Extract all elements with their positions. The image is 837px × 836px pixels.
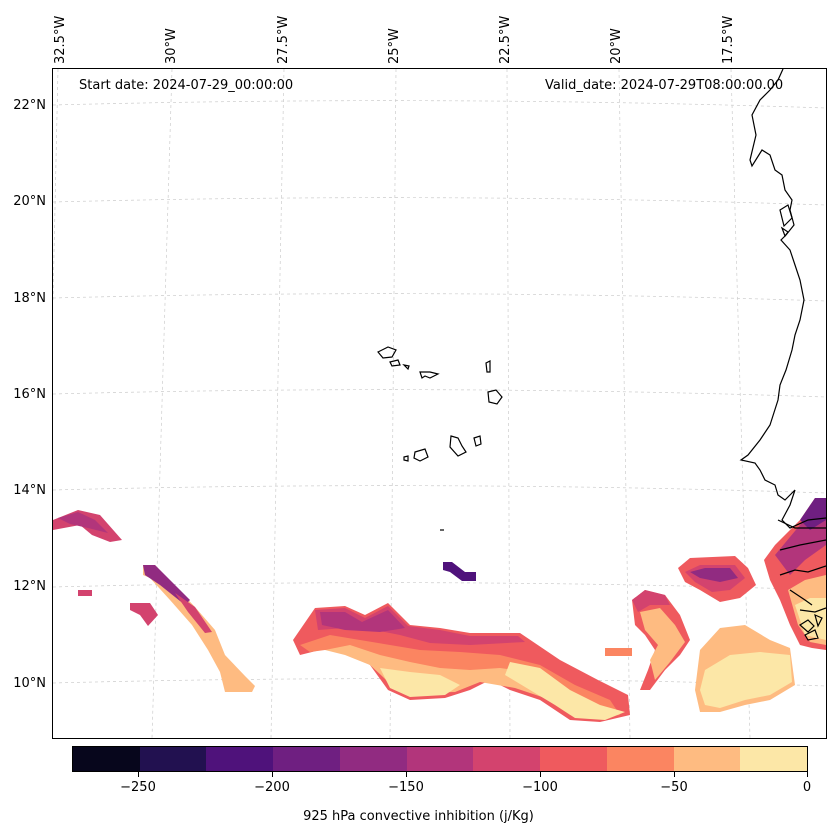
cin-patch-se-1b — [640, 608, 685, 680]
cin-patch-west-3 — [78, 590, 92, 596]
colorbar-tick-label: −200 — [254, 780, 290, 795]
lon-label-17-5w: 17.5°W — [721, 15, 736, 64]
start-date-label: Start date: 2024-07-29_00:00:00 — [79, 78, 294, 93]
parallel-14n — [53, 485, 826, 494]
colorbar-tick — [272, 772, 273, 777]
island-santiago — [449, 435, 467, 457]
colorbar-segment — [606, 747, 674, 771]
cin-patch-se-1c — [632, 590, 670, 612]
cin-band-central-pale — [380, 668, 460, 697]
africa-coastline — [739, 69, 826, 529]
colorbar-segment — [673, 747, 741, 771]
colorbar-segment — [740, 747, 808, 771]
meridian-32-5w — [53, 69, 59, 301]
lon-label-25w: 25°W — [387, 28, 402, 64]
colorbar-tick-label: −50 — [660, 780, 688, 795]
colorbar-tick-label: −250 — [120, 780, 156, 795]
island-brava — [403, 455, 409, 462]
lat-label-22n: 22°N — [13, 98, 46, 113]
cin-band-central-pale2 — [505, 662, 625, 720]
lon-label-20w: 20°W — [609, 28, 624, 64]
guinea-bissau-islands — [798, 613, 823, 641]
cin-patch-west-2 — [58, 512, 108, 533]
island-maio — [473, 435, 482, 447]
lat-label-10n: 10°N — [13, 676, 46, 691]
cin-band-central-top2 — [320, 610, 405, 632]
colorbar-segment — [206, 747, 274, 771]
valid-date-label: Valid_date: 2024-07-29T08:00:00.00 — [545, 78, 784, 93]
lat-label-20n: 20°N — [13, 194, 46, 209]
cin-contours — [53, 498, 826, 722]
colorbar-segment — [339, 747, 407, 771]
colorbar-segment — [139, 747, 207, 771]
lat-label-16n: 16°N — [13, 387, 46, 402]
island-santo-antao — [377, 346, 397, 359]
lat-label-14n: 14°N — [13, 483, 46, 498]
colorbar-tick — [540, 772, 541, 777]
meridian-30w — [151, 69, 173, 738]
cin-patch-se-4b — [700, 652, 792, 708]
colorbar-segment — [406, 747, 474, 771]
island-sal — [485, 360, 491, 373]
colorbar-tick-label: −150 — [388, 780, 424, 795]
cin-patch-se-2 — [605, 648, 632, 656]
parallel-18n — [53, 293, 826, 302]
colorbar-segment — [273, 747, 340, 771]
lon-label-22-5w: 22.5°W — [498, 15, 513, 64]
parallel-16n — [53, 389, 826, 398]
colorbar-tick — [807, 772, 808, 777]
cin-patch-coast-e — [795, 598, 826, 640]
cin-patch-west-4 — [130, 603, 158, 626]
colorbar-tick-label: −100 — [522, 780, 558, 795]
colorbar-tick — [406, 772, 407, 777]
cin-patch-diag-top — [143, 565, 190, 605]
island-sao-nicolau — [419, 371, 440, 379]
island-santa-luzia — [402, 364, 410, 371]
colorbar-tick-label: 0 — [802, 780, 812, 795]
lon-label-30w: 30°W — [164, 28, 179, 64]
lat-label-18n: 18°N — [13, 291, 46, 306]
colorbar-tick — [138, 772, 139, 777]
cin-patch-se-3c — [690, 568, 738, 582]
canary-coast-bump — [779, 204, 793, 238]
island-fogo — [413, 448, 429, 462]
parallel-20n — [53, 197, 826, 206]
map-frame — [52, 68, 827, 739]
coastlines — [739, 69, 826, 641]
senegal-gambia-coast — [777, 519, 826, 613]
lon-label-27-5w: 27.5°W — [276, 15, 291, 64]
island-sao-vicente — [389, 359, 401, 367]
colorbar-segment — [73, 747, 140, 771]
cin-patch-purple — [443, 562, 476, 581]
cin-patch-coast-c — [800, 498, 826, 530]
lon-label-32-5w: 32.5°W — [53, 15, 68, 64]
cin-patch-diag — [143, 565, 255, 692]
cape-verde-islands — [377, 346, 503, 531]
meridian-20w — [618, 69, 631, 738]
island-boa-vista — [487, 389, 503, 405]
colorbar — [72, 746, 808, 772]
colorbar-segment — [540, 747, 607, 771]
colorbar-segment — [473, 747, 541, 771]
cin-patch-diag-mid — [175, 593, 212, 633]
parallel-22n — [53, 100, 826, 109]
meridian-27-5w — [270, 69, 285, 738]
lat-label-12n: 12°N — [13, 579, 46, 594]
colorbar-title: 925 hPa convective inhibition (j/Kg) — [303, 809, 534, 824]
colorbar-tick — [674, 772, 675, 777]
cin-band-central-light — [325, 645, 615, 718]
